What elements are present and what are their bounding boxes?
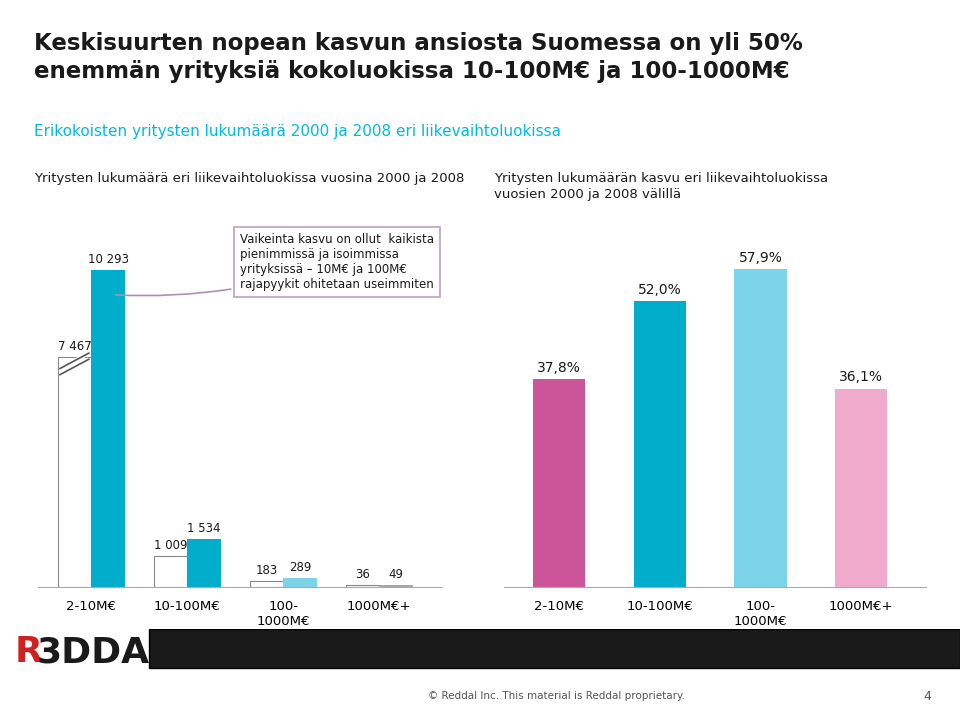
Text: 4: 4 (924, 690, 931, 702)
Bar (379, 585, 413, 587)
Text: 3DDAL: 3DDAL (36, 635, 173, 669)
Bar (533, 379, 586, 587)
Text: 10 293: 10 293 (87, 253, 129, 267)
Bar (91, 270, 125, 587)
Text: 1 009: 1 009 (154, 539, 187, 552)
Text: 57,9%: 57,9% (738, 250, 782, 264)
Text: 52,0%: 52,0% (638, 283, 682, 297)
Text: R: R (14, 635, 42, 669)
Text: Vaikeinta kasvu on ollut  kaikista
pienimmissä ja isoimmissa
yrityksissä – 10M€ : Vaikeinta kasvu on ollut kaikista pienim… (115, 233, 434, 296)
Text: 36: 36 (355, 569, 370, 582)
Bar (250, 581, 283, 587)
Text: Yritysten lukumäärän kasvu eri liikevaihtoluokissa
vuosien 2000 ja 2008 välillä: Yritysten lukumäärän kasvu eri liikevaih… (494, 172, 828, 201)
Bar (346, 585, 379, 587)
Text: Keskisuurten nopean kasvun ansiosta Suomessa on yli 50%
enemmän yrityksiä kokolu: Keskisuurten nopean kasvun ansiosta Suom… (34, 32, 803, 83)
Text: Erikokoisten yritysten lukumäärä 2000 ja 2008 eri liikevaihtoluokissa: Erikokoisten yritysten lukumäärä 2000 ja… (34, 124, 561, 139)
Text: 49: 49 (389, 568, 403, 581)
Bar (58, 357, 91, 587)
Bar (734, 269, 786, 587)
Text: 289: 289 (289, 561, 311, 574)
Text: Yritysten lukumäärä eri liikevaihtoluokissa vuosina 2000 ja 2008: Yritysten lukumäärä eri liikevaihtoluoki… (34, 172, 464, 185)
Text: 36,1%: 36,1% (839, 370, 883, 384)
Bar (154, 555, 187, 587)
Text: 37,8%: 37,8% (538, 361, 581, 375)
Bar (634, 301, 686, 587)
Text: 7 467: 7 467 (58, 341, 91, 353)
Text: 1 534: 1 534 (187, 523, 221, 535)
Text: © Reddal Inc. This material is Reddal proprietary.: © Reddal Inc. This material is Reddal pr… (428, 691, 685, 701)
Bar (187, 540, 221, 587)
Bar (283, 578, 317, 587)
Bar (835, 389, 887, 587)
Text: 183: 183 (255, 564, 277, 577)
FancyBboxPatch shape (149, 629, 960, 668)
